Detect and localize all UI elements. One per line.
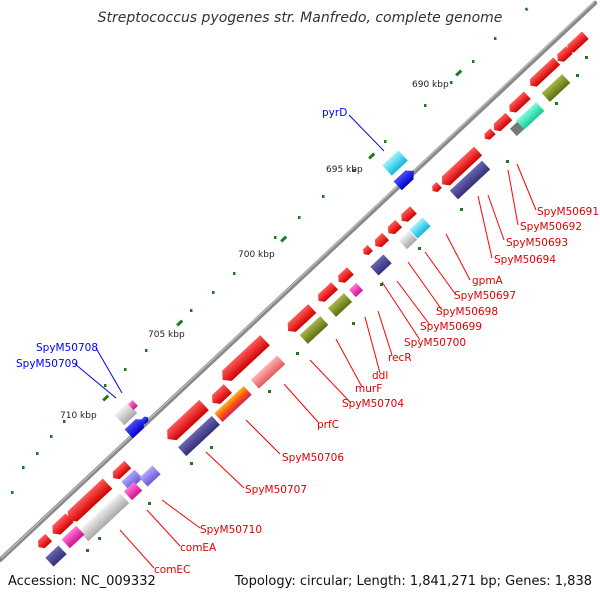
gene-box[interactable] [541, 74, 571, 102]
tick-label-710: 710 kbp [60, 411, 97, 421]
label-spym50692: SpyM50692 [520, 221, 582, 233]
gene-box[interactable] [515, 102, 545, 130]
gene-box[interactable] [250, 355, 286, 389]
gene-box[interactable] [449, 160, 491, 200]
gene-arrow[interactable] [49, 513, 74, 537]
tick-label-705: 705 kbp [148, 330, 185, 340]
label-spym50706: SpyM50706 [282, 452, 344, 464]
gene-arrow[interactable] [398, 206, 417, 224]
label-murf: murF [355, 383, 382, 395]
label-spym50709: SpyM50709 [16, 358, 78, 370]
label-leaders [74, 114, 537, 569]
gene-box[interactable] [348, 282, 364, 298]
accession-text: Accession: NC_009332 [8, 574, 156, 589]
gene-arrow[interactable] [361, 245, 373, 257]
gene-arrow[interactable] [554, 46, 573, 64]
genome-backbone [0, 0, 598, 563]
gene-box[interactable] [398, 230, 418, 250]
gene-arrow[interactable] [110, 460, 132, 482]
gene-box[interactable] [121, 469, 143, 491]
gene-arrow[interactable] [564, 31, 589, 56]
gene-box[interactable] [370, 254, 392, 276]
label-spym50691: SpyM50691 [537, 206, 599, 218]
gene-arrow[interactable] [335, 267, 354, 285]
tick-label-690: 690 kbp [412, 80, 449, 90]
gene-box[interactable] [61, 525, 85, 549]
gene-arrow[interactable] [315, 282, 338, 304]
gene-arrow[interactable] [284, 304, 317, 335]
gene-arrow[interactable] [372, 232, 390, 250]
label-prfc: prfC [317, 419, 339, 431]
gene-forward-blue[interactable] [393, 166, 418, 191]
gene-forward-blue-2[interactable] [124, 415, 149, 439]
gene-forward-gray[interactable] [114, 402, 138, 426]
gene-arrow[interactable] [163, 399, 209, 444]
gene-arrow[interactable] [35, 533, 53, 551]
inner-position-marks [86, 56, 588, 552]
gene-track[interactable] [35, 31, 589, 567]
label-recr: recR [388, 352, 412, 364]
label-spym50704: SpyM50704 [342, 398, 404, 410]
label-spym50708: SpyM50708 [36, 342, 98, 354]
gene-arrow[interactable] [438, 146, 483, 189]
label-spym50707: SpyM50707 [245, 484, 307, 496]
label-spym50710: SpyM50710 [200, 524, 262, 536]
tick-label-700: 700 kbp [238, 250, 275, 260]
gene-box[interactable] [139, 465, 161, 487]
topology-text: Topology: circular; Length: 1,841,271 bp… [234, 574, 592, 589]
label-spym50700: SpyM50700 [404, 337, 466, 349]
gene-box[interactable] [178, 415, 220, 457]
outer-position-marks [11, 7, 529, 494]
gene-box[interactable] [327, 293, 353, 317]
gene-box[interactable] [78, 492, 130, 542]
label-gpma: gpmA [472, 275, 504, 287]
label-comea: comEA [180, 542, 217, 554]
label-pyrd: pyrD [322, 107, 347, 119]
label-spym50693: SpyM50693 [506, 237, 568, 249]
gene-arrow[interactable] [482, 128, 496, 141]
label-spym50694: SpyM50694 [494, 254, 556, 266]
label-spym50698: SpyM50698 [436, 306, 498, 318]
label-spym50699: SpyM50699 [420, 321, 482, 333]
gene-arrow[interactable] [218, 335, 270, 385]
position-ticks: 690 kbp 695 kbp 700 kbp 705 kbp 710 kbp [60, 69, 463, 421]
gene-arrow[interactable] [63, 478, 113, 526]
gene-box[interactable] [299, 316, 329, 344]
gene-box[interactable] [409, 217, 431, 239]
gene-arrow[interactable] [208, 384, 232, 407]
gene-box[interactable] [214, 385, 252, 423]
gene-labels: pyrD SpyM50708 SpyM50709 SpyM50691 SpyM5… [16, 107, 599, 576]
gene-arrow[interactable] [385, 219, 403, 237]
label-comec: comEC [154, 564, 190, 576]
gene-box[interactable] [45, 545, 67, 567]
gene-arrow[interactable] [491, 112, 513, 134]
gene-forward-blue-3[interactable] [140, 415, 150, 425]
gene-arrow[interactable] [527, 57, 561, 89]
gene-box[interactable] [123, 481, 143, 501]
gene-forward-magenta[interactable] [128, 400, 138, 410]
map-title: Streptococcus pyogenes str. Manfredo, co… [97, 10, 503, 26]
label-ddl: ddl [372, 370, 388, 382]
tick-label-695: 695 kbp [326, 165, 363, 175]
gene-arrow[interactable] [506, 91, 531, 116]
gene-pyrd[interactable] [382, 150, 408, 176]
label-spym50697: SpyM50697 [454, 290, 516, 302]
gene-arrow[interactable] [430, 182, 442, 194]
gene-box[interactable] [509, 121, 525, 137]
